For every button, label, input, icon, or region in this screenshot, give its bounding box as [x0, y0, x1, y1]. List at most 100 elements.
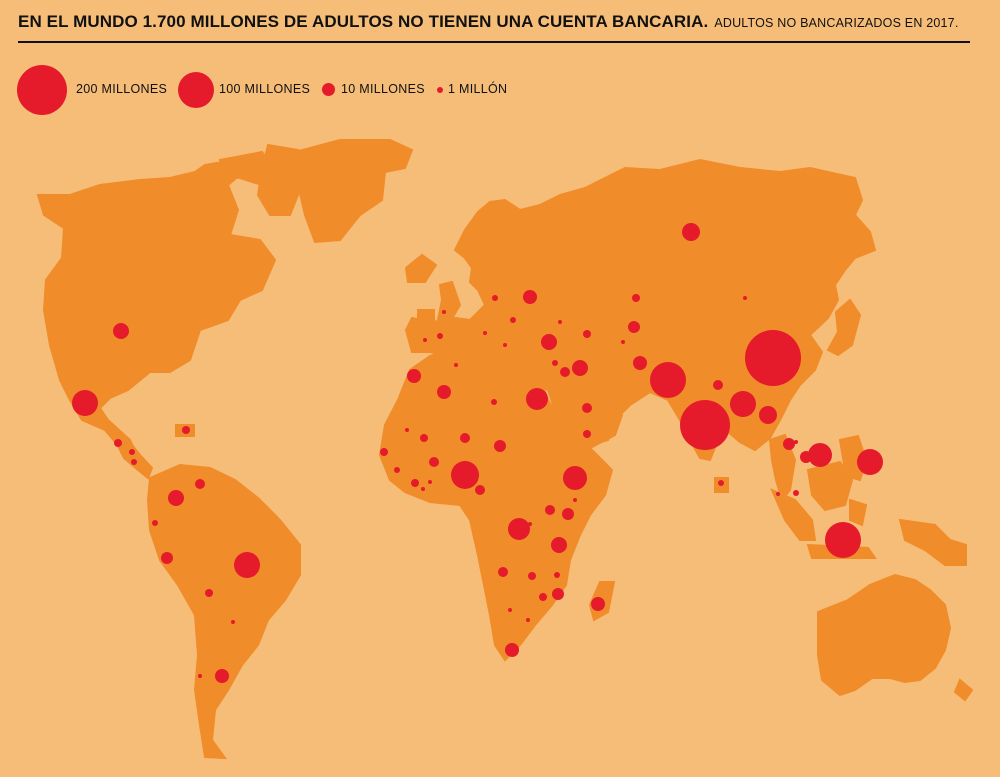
bubble-china	[745, 330, 801, 386]
landmass-eurasia	[404, 158, 877, 462]
bubble-algeria	[437, 385, 451, 399]
bubble-uk	[442, 310, 446, 314]
bubble-angola	[498, 567, 508, 577]
bubble-sudan	[494, 440, 506, 452]
bubble-niger	[429, 457, 439, 467]
bubble-tunisia	[454, 363, 458, 367]
bubble-ghana	[411, 479, 419, 487]
landmass-south-america	[146, 463, 301, 760]
bubble-greece	[503, 343, 507, 347]
map-subtitle: ADULTOS NO BANCARIZADOS EN 2017.	[714, 16, 959, 30]
map-title: EN EL MUNDO 1.700 MILLONES DE ADULTOS NO…	[18, 12, 709, 31]
bubble-indonesia	[825, 522, 861, 558]
bubble-nicaragua	[131, 459, 137, 465]
bubble-namibia	[508, 608, 512, 612]
bubble-zambia	[528, 572, 536, 580]
bubble-uganda	[545, 505, 555, 515]
bubble-us	[113, 323, 129, 339]
bubble-pakistan	[650, 362, 686, 398]
landmass-new-guinea	[898, 518, 967, 566]
legend-label-200m: 200 MILLONES	[76, 82, 168, 96]
bubble-thailand	[783, 438, 795, 450]
bubble-nigeria	[451, 461, 479, 489]
landmass-japan	[826, 298, 862, 357]
legend-dot-100m	[178, 72, 214, 108]
landmass-sulawesi	[849, 498, 868, 527]
bubble-ecuador	[152, 520, 158, 526]
bubble-ethiopia	[563, 466, 587, 490]
bubble-peru	[161, 552, 173, 564]
bubble-sri-lanka	[718, 480, 724, 486]
bubble-drc	[508, 518, 530, 540]
bubble-mexico	[72, 390, 98, 416]
bubble-tajikistan	[621, 340, 625, 344]
bubble-guinea	[394, 467, 400, 473]
bubble-argentina	[215, 669, 229, 683]
legend-label-1m: 1 MILLÓN	[448, 82, 508, 96]
bubble-kazakhstan	[632, 294, 640, 302]
bubble-benin	[428, 480, 432, 484]
bubble-chile	[198, 674, 202, 678]
bubble-senegal	[380, 448, 388, 456]
bubble-malaysia	[793, 490, 799, 496]
bubble-india	[680, 400, 730, 450]
bubble-paraguay	[231, 620, 235, 624]
bubble-cambodia	[800, 451, 812, 463]
bubble-philippines	[857, 449, 883, 475]
bubble-burkina	[405, 428, 409, 432]
bubble-saudi	[582, 403, 592, 413]
bubble-portugal	[423, 338, 427, 342]
bubble-haiti	[182, 426, 190, 434]
bubble-mozambique	[552, 588, 564, 600]
bubble-honduras	[129, 449, 135, 455]
bubble-malawi	[554, 572, 560, 578]
bubble-vietnam	[808, 443, 832, 467]
bubble-south-africa	[505, 643, 519, 657]
bubble-romania	[510, 317, 516, 323]
legend-dot-10m	[322, 83, 335, 96]
size-legend: 200 MILLONES 100 MILLONES 10 MILLONES 1 …	[0, 0, 1000, 120]
legend-label-10m: 10 MILLONES	[341, 82, 425, 96]
landmass-new-zealand	[953, 678, 974, 702]
bubble-myanmar	[759, 406, 777, 424]
bubble-poland	[492, 295, 498, 301]
bubble-georgia	[558, 320, 562, 324]
bubble-venezuela	[195, 479, 205, 489]
bubble-ukraine	[523, 290, 537, 304]
bubble-bangladesh	[730, 391, 756, 417]
bubble-nepal	[713, 380, 723, 390]
bubble-egypt	[526, 388, 548, 410]
legend-dot-200m	[17, 65, 67, 115]
bubble-uzbekistan	[628, 321, 640, 333]
bubble-chad	[460, 433, 470, 443]
landmass-borneo	[806, 460, 854, 512]
bubble-italy	[483, 331, 487, 335]
bubble-yemen	[583, 430, 591, 438]
bubble-mali	[420, 434, 428, 442]
legend-dot-1m	[437, 87, 443, 93]
bubble-afghanistan	[633, 356, 647, 370]
bubble-colombia	[168, 490, 184, 506]
bubble-mongolia	[743, 296, 747, 300]
bubble-botswana	[526, 618, 530, 622]
bubble-spain	[437, 333, 443, 339]
legend-label-100m: 100 MILLONES	[219, 82, 311, 96]
bubble-libya	[491, 399, 497, 405]
bubble-morocco	[407, 369, 421, 383]
bubble-bolivia	[205, 589, 213, 597]
bubble-madagascar	[591, 597, 605, 611]
bubble-azerbaijan	[583, 330, 591, 338]
bubble-somalia	[573, 498, 577, 502]
bubble-brazil	[234, 552, 260, 578]
bubble-png	[776, 492, 780, 496]
bubble-syria	[552, 360, 558, 366]
header-rule	[18, 41, 970, 43]
bubble-iraq	[560, 367, 570, 377]
bubble-russia	[682, 223, 700, 241]
landmass-arabia	[546, 383, 624, 450]
landmass-australia	[817, 573, 952, 697]
landmass-greenland	[293, 139, 414, 244]
bubble-cameroon	[475, 485, 485, 495]
landmass-uk	[436, 280, 462, 324]
